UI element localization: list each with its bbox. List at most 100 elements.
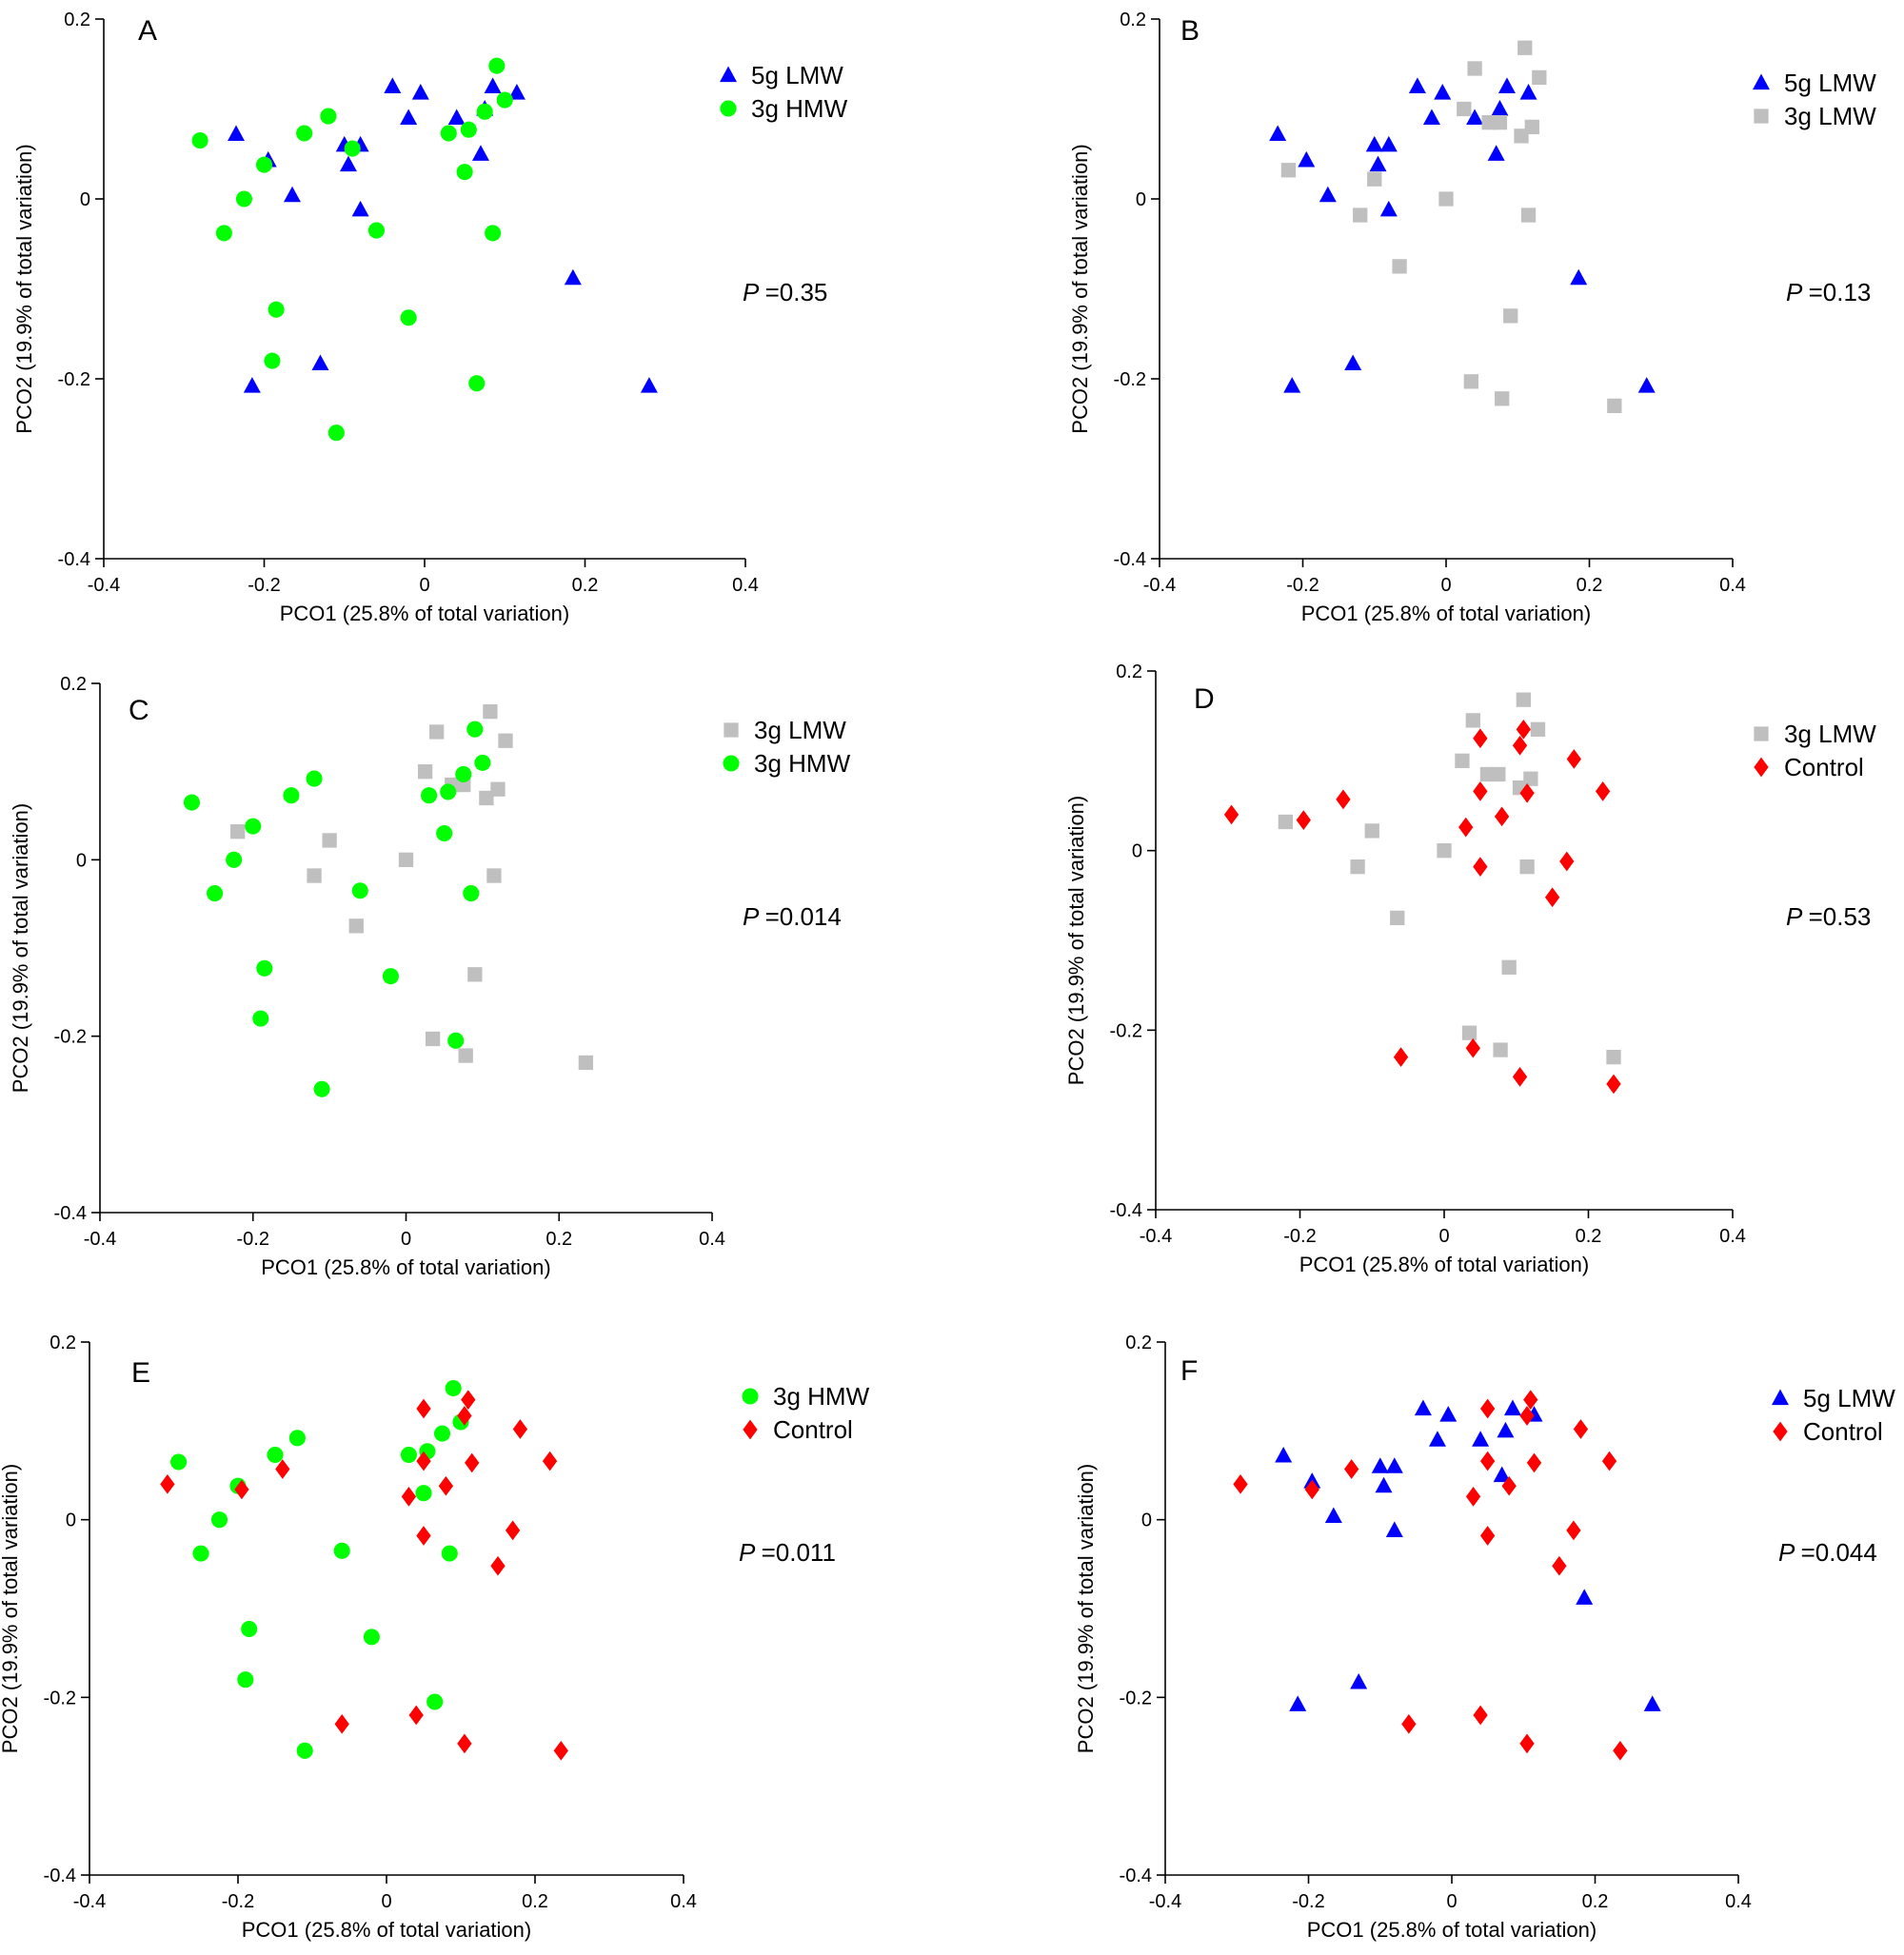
data-point	[578, 1055, 594, 1071]
panel-d: -0.4 -0.2 0 0.2 0.4 0.2 0 -0.2 -0.4 PCO1 (25.8% o…	[1064, 662, 1876, 1276]
data-point	[1280, 163, 1297, 178]
y-tick-label: -0.2	[1110, 1020, 1142, 1041]
p-number: =0.011	[762, 1538, 836, 1567]
data-point	[1289, 1695, 1307, 1711]
x-tick-label: 0.2	[545, 1229, 572, 1250]
p-number: =0.35	[765, 278, 828, 306]
data-point	[1473, 1705, 1488, 1726]
data-point	[192, 1545, 209, 1562]
data-point	[256, 959, 273, 977]
data-point	[311, 354, 329, 371]
data-point	[1479, 1526, 1496, 1546]
data-point	[296, 125, 313, 142]
data-point	[416, 1526, 431, 1546]
data-point	[382, 968, 399, 985]
data-point	[1552, 1555, 1567, 1576]
data-point	[640, 377, 658, 393]
data-point	[275, 1459, 290, 1479]
data-point	[483, 704, 498, 720]
data-point	[207, 884, 224, 902]
data-point	[415, 1485, 432, 1502]
data-point	[416, 1398, 431, 1419]
data-point	[1461, 1025, 1478, 1040]
data-point	[436, 824, 453, 842]
data-point	[542, 1451, 558, 1471]
data-point	[1457, 101, 1472, 117]
data-point	[1336, 789, 1351, 810]
data-point	[1512, 1067, 1528, 1087]
data-point	[401, 1487, 417, 1507]
data-point	[1465, 713, 1480, 728]
panel-b: -0.4 -0.2 0 0.2 0.4 0.2 0 -0.2 -0.4 PCO1 (25.8% o…	[1068, 10, 1876, 625]
legend-marker	[1754, 757, 1769, 778]
data-point	[348, 918, 364, 934]
data-point	[210, 1511, 228, 1529]
legend-marker	[1773, 1421, 1788, 1442]
data-point	[1576, 1589, 1594, 1605]
panel-letter: D	[1194, 683, 1215, 715]
data-point	[333, 1542, 350, 1559]
data-point	[426, 1693, 444, 1710]
x-tick-label: 0	[1440, 575, 1451, 596]
data-point	[1497, 1421, 1515, 1438]
y-tick-label: 0.2	[60, 674, 87, 695]
data-point	[417, 764, 433, 780]
data-point	[438, 1475, 454, 1496]
series-control	[1223, 719, 1621, 1095]
x-axis-title: PCO1 (25.8% of total variation)	[1299, 1253, 1589, 1276]
data-point	[1350, 1673, 1368, 1689]
panel-e: -0.4 -0.2 0 0.2 0.4 0.2 0 -0.2 -0.4 PCO1 (25.8% o…	[0, 1333, 870, 1942]
p-number: =0.13	[1809, 278, 1872, 306]
legend-label: 5g LMW	[751, 61, 843, 89]
x-tick-label: 0	[1438, 1226, 1449, 1247]
data-point	[461, 1390, 476, 1411]
data-point	[283, 787, 300, 804]
data-point	[1369, 155, 1387, 172]
legend-label: 3g HMW	[754, 749, 851, 778]
data-point	[1414, 1399, 1432, 1416]
data-point	[1375, 1476, 1393, 1493]
legend-label: 3g HMW	[773, 1382, 870, 1411]
x-tick-label: 0	[401, 1229, 411, 1250]
y-tick-label: 0	[1141, 1511, 1152, 1531]
data-point	[228, 125, 246, 142]
data-point	[320, 108, 337, 125]
x-tick-label: 0.4	[699, 1229, 725, 1250]
panel-a: -0.4 -0.2 0 0.2 0.4 0.2 0 -0.2 -0.4 PCO1 (25.8% o…	[12, 10, 848, 625]
data-point	[463, 884, 480, 902]
data-point	[170, 1453, 188, 1471]
data-point	[1275, 1447, 1293, 1463]
data-point	[1544, 887, 1560, 908]
data-point	[1401, 1713, 1417, 1734]
legend-label: 3g LMW	[1784, 720, 1876, 748]
y-tick-label: -0.4	[1114, 549, 1146, 570]
y-tick-label: 0.2	[1116, 662, 1142, 682]
data-point	[1503, 308, 1518, 324]
data-point	[1223, 804, 1240, 825]
data-point	[1283, 377, 1301, 393]
y-tick-label: 0	[1132, 841, 1142, 862]
y-tick-label: 0	[80, 189, 90, 210]
data-point	[441, 1545, 458, 1562]
data-point	[1350, 859, 1365, 875]
data-point	[1465, 1487, 1481, 1507]
data-point	[1516, 692, 1531, 707]
data-point	[1473, 781, 1488, 801]
x-tick-label: 0.2	[1576, 1226, 1602, 1247]
data-point	[1458, 817, 1474, 838]
data-point	[467, 967, 483, 982]
y-tick-label: -0.4	[44, 1866, 76, 1886]
x-tick-label: -0.4	[84, 1229, 116, 1250]
y-axis-title: PCO2 (19.9% of total variation)	[0, 1464, 22, 1753]
legend-label: 5g LMW	[1803, 1384, 1895, 1412]
x-axis-title: PCO1 (25.8% of total variation)	[261, 1255, 550, 1279]
data-point	[1233, 1473, 1248, 1494]
data-point	[1278, 814, 1293, 830]
data-point	[264, 352, 281, 369]
data-point	[1523, 1390, 1538, 1411]
x-tick-label: -0.4	[73, 1891, 106, 1912]
data-point	[433, 1425, 451, 1442]
legend-marker	[742, 1388, 759, 1405]
data-point	[1596, 781, 1611, 801]
data-point	[230, 824, 246, 839]
